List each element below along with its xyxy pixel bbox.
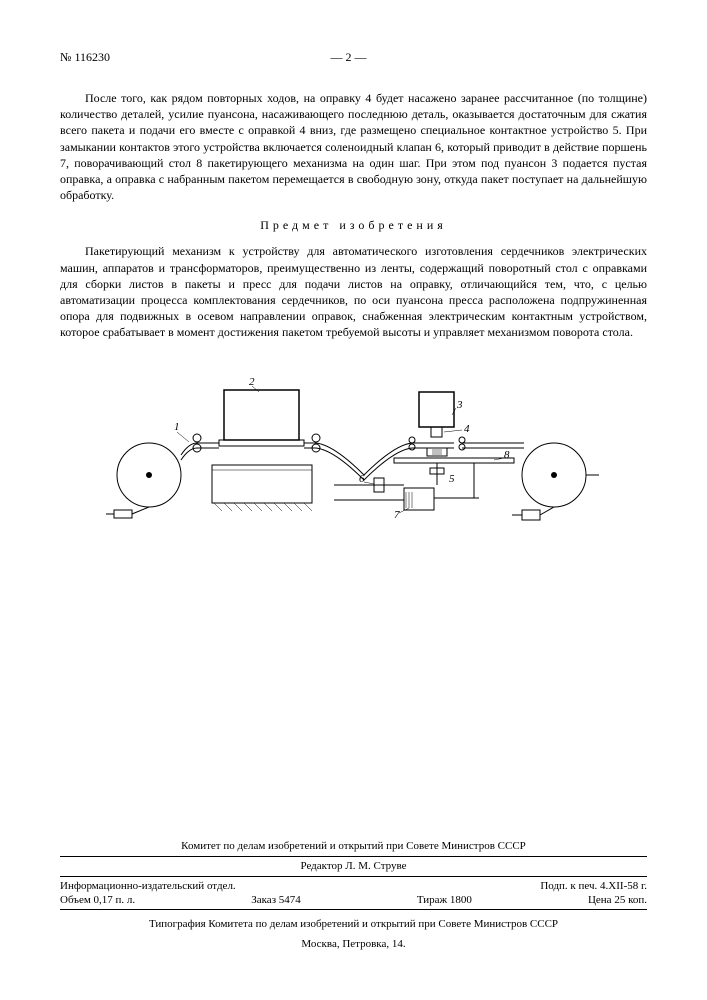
paragraph-1: После того, как рядом повторных ходов, н… <box>60 90 647 203</box>
mechanism-diagram: 1 2 3 4 5 6 7 8 <box>94 370 614 540</box>
typography-line-1: Типография Комитета по делам изобретений… <box>60 918 647 930</box>
committee-text: Комитет по делам изобретений и открытий … <box>60 840 647 852</box>
svg-text:6: 6 <box>359 473 365 485</box>
page-number: — 2 — <box>331 50 367 65</box>
volume: Объем 0,17 п. л. <box>60 894 135 906</box>
doc-number: № 116230 <box>60 50 110 65</box>
svg-text:8: 8 <box>504 449 510 461</box>
footer: Комитет по делам изобретений и открытий … <box>60 840 647 950</box>
svg-text:7: 7 <box>394 509 400 521</box>
circulation: Тираж 1800 <box>417 894 472 906</box>
section-title: Предмет изобретения <box>60 218 647 233</box>
svg-text:1: 1 <box>174 421 180 433</box>
paragraph-2: Пакетирующий механизм к устройству для а… <box>60 243 647 340</box>
svg-text:3: 3 <box>456 399 463 411</box>
print-date: Подп. к печ. 4.XII-58 г. <box>540 880 647 892</box>
price: Цена 25 коп. <box>588 894 647 906</box>
svg-text:4: 4 <box>464 423 470 435</box>
svg-text:5: 5 <box>449 473 455 485</box>
order-num: Заказ 5474 <box>251 894 301 906</box>
info-dept: Информационно-издательский отдел. <box>60 880 236 892</box>
editor-text: Редактор Л. М. Струве <box>60 860 647 872</box>
typography-line-2: Москва, Петровка, 14. <box>60 938 647 950</box>
